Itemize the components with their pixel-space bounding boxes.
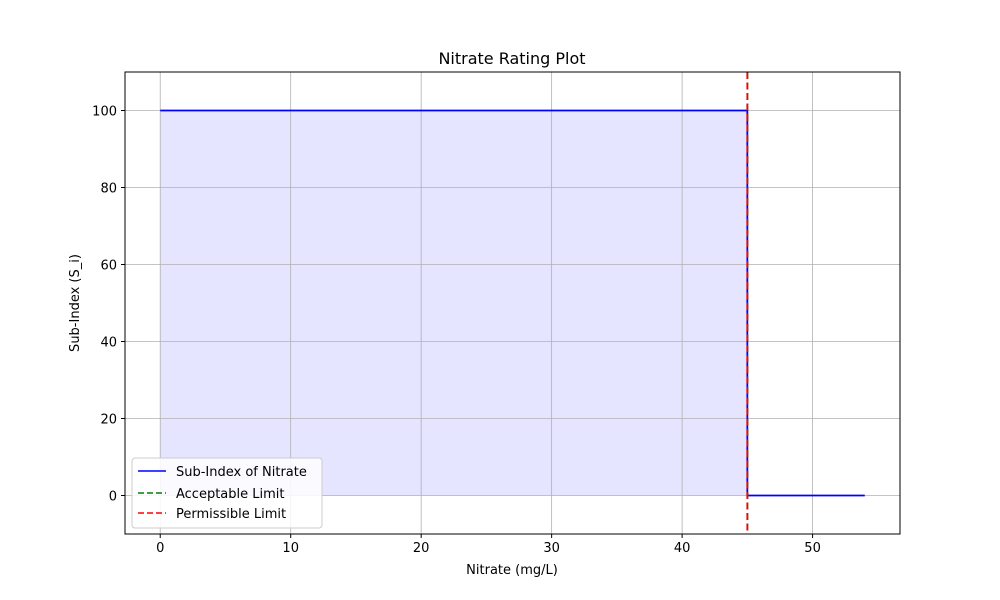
x-tick-label: 10 bbox=[282, 541, 299, 556]
legend-box bbox=[131, 457, 323, 529]
y-tick-label: 20 bbox=[100, 413, 117, 428]
legend-label-acceptable: Acceptable Limit bbox=[176, 487, 285, 502]
y-tick-label: 0 bbox=[109, 490, 117, 505]
grid-layer bbox=[125, 72, 900, 534]
y-tick-label: 80 bbox=[100, 182, 117, 197]
x-axis-title: Nitrate (mg/L) bbox=[466, 563, 558, 578]
x-tick-label: 30 bbox=[543, 541, 560, 556]
series-fill-area bbox=[160, 110, 865, 496]
x-tick-label: 40 bbox=[674, 541, 691, 556]
y-tick-label: 40 bbox=[100, 336, 117, 351]
x-tick-label: 0 bbox=[156, 541, 164, 556]
x-tick-label: 20 bbox=[413, 541, 430, 556]
y-tick-label: 100 bbox=[92, 105, 117, 120]
legend-label-permissible: Permissible Limit bbox=[176, 507, 286, 522]
y-tick-label: 60 bbox=[100, 259, 117, 274]
tick-layer: 0 10 20 30 40 50 0 20 40 60 80 100 bbox=[92, 105, 821, 557]
legend-label-sub-index: Sub-Index of Nitrate bbox=[176, 465, 307, 480]
legend: Sub-Index of Nitrate Acceptable Limit Pe… bbox=[131, 457, 323, 529]
plot-frame bbox=[124, 71, 901, 535]
y-axis-title: Sub-Index (S_i) bbox=[68, 254, 83, 352]
chart-title: Nitrate Rating Plot bbox=[438, 49, 585, 68]
fill-layer bbox=[160, 110, 865, 496]
x-tick-label: 50 bbox=[804, 541, 821, 556]
